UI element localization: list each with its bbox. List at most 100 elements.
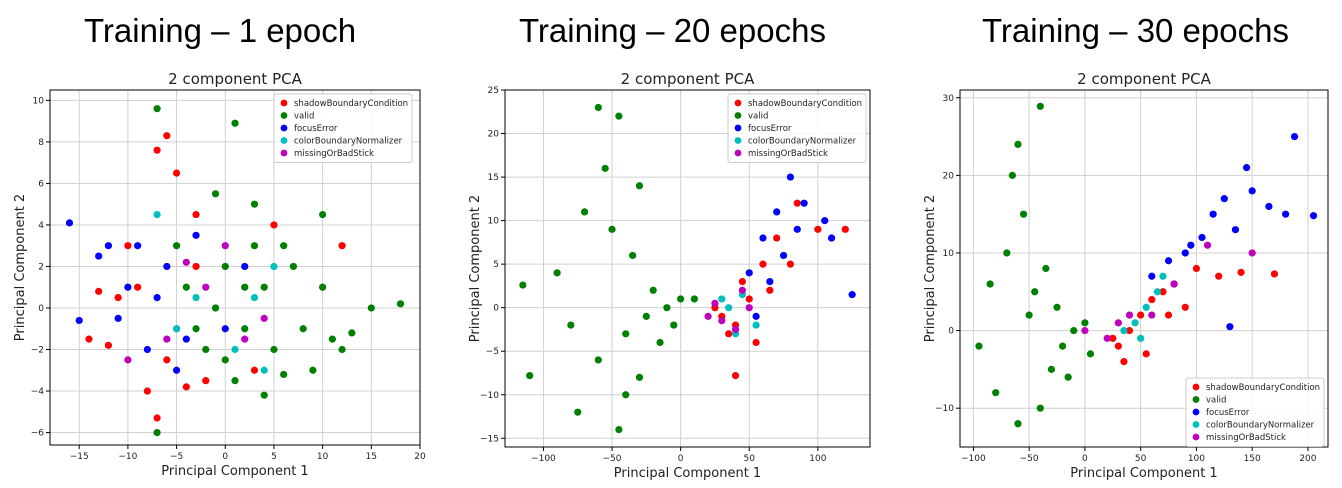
x-tick-label: −100 [531, 454, 556, 464]
data-point-colorBoundaryNormalizer [192, 294, 200, 302]
data-point-focusError [182, 335, 190, 343]
data-point-valid [574, 408, 582, 416]
data-point-colorBoundaryNormalizer [1131, 319, 1139, 327]
x-tick-label: 200 [1299, 454, 1316, 464]
y-tick-label: 10 [33, 96, 45, 106]
data-point-shadowBoundaryCondition [104, 341, 113, 349]
data-point-focusError [1248, 187, 1256, 195]
data-point-focusError [134, 242, 142, 250]
legend-marker-shadowBoundaryCondition [734, 99, 742, 107]
data-point-valid [594, 356, 602, 364]
data-point-shadowBoundaryCondition [786, 260, 795, 268]
data-point-valid [615, 425, 623, 434]
y-tick-label: −10 [480, 391, 499, 401]
x-tick-label: −100 [961, 454, 986, 464]
x-axis-label: Principal Component 1 [161, 464, 308, 479]
plot-frame [959, 89, 1329, 448]
data-point-valid [635, 182, 644, 190]
legend-label-missingOrBadStick: missingOrBadStick [748, 149, 828, 159]
x-tick-label: 15 [366, 452, 377, 462]
data-point-missingOrBadStick [1103, 334, 1111, 342]
data-point-valid [642, 312, 650, 320]
legend-marker-valid [1192, 396, 1200, 403]
data-point-shadowBoundaryCondition [124, 242, 132, 250]
y-tick-label: 10 [488, 217, 500, 227]
legend-marker-focusError [1192, 408, 1200, 416]
data-point-shadowBoundaryCondition [163, 132, 171, 140]
data-point-focusError [759, 234, 767, 242]
data-point-valid [1070, 326, 1078, 335]
data-point-shadowBoundaryCondition [192, 210, 200, 219]
data-point-shadowBoundaryCondition [841, 225, 849, 233]
y-axis-label: Principal Component 2 [13, 194, 28, 341]
data-point-focusError [786, 173, 795, 181]
legend-box [273, 93, 413, 163]
legend-label-valid: valid [1206, 396, 1226, 406]
data-point-missingOrBadStick [221, 242, 229, 250]
data-point-shadowBoundaryCondition [1215, 272, 1223, 280]
data-point-focusError [1187, 241, 1195, 249]
data-point-valid [1081, 319, 1089, 327]
y-tick-label: 30 [943, 94, 955, 104]
y-tick-label: 10 [943, 249, 955, 259]
data-point-colorBoundaryNormalizer [250, 294, 259, 302]
data-point-missingOrBadStick [1081, 326, 1089, 335]
data-point-colorBoundaryNormalizer [1159, 272, 1167, 280]
x-tick-label: 50 [744, 454, 756, 464]
data-point-valid [519, 281, 527, 289]
data-point-colorBoundaryNormalizer [718, 295, 726, 303]
data-point-valid [250, 200, 259, 208]
data-point-missingOrBadStick [1148, 311, 1156, 319]
data-point-focusError [241, 262, 249, 271]
legend-marker-focusError [280, 124, 288, 132]
data-point-shadowBoundaryCondition [745, 295, 753, 303]
data-point-focusError [104, 242, 113, 250]
data-point-colorBoundaryNormalizer [752, 321, 760, 329]
data-point-valid [1047, 365, 1056, 373]
data-point-focusError [143, 345, 151, 354]
legend-label-focusError: focusError [1206, 408, 1250, 418]
legend-marker-missingOrBadStick [734, 149, 742, 157]
data-point-valid [211, 190, 220, 198]
data-point-focusError [95, 252, 103, 260]
data-point-valid [1025, 311, 1033, 319]
data-point-focusError [124, 283, 132, 291]
data-point-valid [299, 325, 307, 333]
data-point-shadowBoundaryCondition [182, 383, 190, 391]
x-tick-label: 20 [414, 452, 426, 462]
data-point-colorBoundaryNormalizer [1142, 303, 1150, 311]
legend-label-missingOrBadStick: missingOrBadStick [294, 149, 374, 159]
data-point-shadowBoundaryCondition [1237, 268, 1245, 276]
data-point-shadowBoundaryCondition [766, 286, 774, 294]
data-point-missingOrBadStick [260, 314, 268, 322]
x-tick-label: 100 [1188, 454, 1205, 464]
data-point-focusError [1209, 210, 1217, 218]
data-point-missingOrBadStick [1203, 241, 1212, 249]
y-tick-label: 20 [943, 171, 955, 181]
data-point-focusError [1198, 233, 1206, 242]
legend-label-focusError: focusError [748, 124, 792, 134]
x-tick-label: 150 [1244, 454, 1261, 464]
data-point-valid [1031, 288, 1039, 296]
x-tick-label: 5 [271, 452, 277, 462]
data-point-shadowBoundaryCondition [95, 287, 103, 295]
data-point-shadowBoundaryCondition [143, 387, 151, 395]
y-tick-label: 6 [38, 179, 44, 189]
data-point-shadowBoundaryCondition [752, 338, 760, 347]
data-point-shadowBoundaryCondition [1159, 288, 1167, 296]
data-point-valid [231, 377, 239, 385]
data-point-valid [1042, 264, 1050, 273]
data-point-valid [1019, 210, 1028, 218]
x-tick-label: 10 [317, 452, 329, 462]
data-point-valid [328, 335, 336, 343]
data-point-valid [526, 372, 534, 380]
data-point-valid [289, 262, 298, 271]
data-point-valid [172, 242, 181, 250]
y-tick-label: 8 [38, 138, 44, 148]
data-point-missingOrBadStick [202, 283, 210, 291]
legend-marker-valid [734, 112, 742, 119]
y-tick-label: 5 [493, 260, 499, 270]
data-point-shadowBoundaryCondition [163, 356, 171, 364]
